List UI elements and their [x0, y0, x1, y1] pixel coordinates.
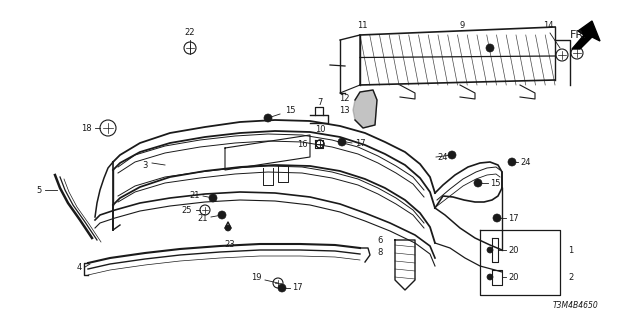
Text: 21: 21 [189, 190, 200, 199]
Circle shape [508, 158, 516, 166]
Text: 9: 9 [460, 21, 465, 30]
Circle shape [264, 114, 272, 122]
Polygon shape [353, 90, 377, 128]
Circle shape [474, 179, 482, 187]
Text: 19: 19 [252, 274, 262, 283]
Text: 5: 5 [36, 186, 42, 195]
Polygon shape [572, 21, 600, 49]
Circle shape [487, 247, 493, 253]
Circle shape [487, 274, 493, 280]
Text: 24: 24 [437, 153, 447, 162]
Text: 17: 17 [292, 284, 303, 292]
Text: 15: 15 [285, 106, 296, 115]
Text: 21: 21 [198, 213, 208, 222]
Text: 11: 11 [356, 21, 367, 30]
Text: 17: 17 [508, 213, 518, 222]
Circle shape [209, 194, 217, 202]
Text: 3: 3 [143, 161, 148, 170]
Text: 4: 4 [77, 263, 82, 273]
Circle shape [493, 214, 501, 222]
Circle shape [486, 44, 494, 52]
Text: 13: 13 [339, 106, 350, 115]
Text: 14: 14 [543, 21, 553, 30]
Circle shape [218, 211, 226, 219]
Text: 2: 2 [568, 273, 573, 282]
Text: 6: 6 [378, 236, 383, 244]
Circle shape [278, 284, 286, 292]
Text: 20: 20 [508, 273, 518, 282]
Text: 25: 25 [182, 205, 192, 214]
Text: 17: 17 [355, 139, 365, 148]
Text: 7: 7 [317, 98, 323, 107]
Text: 1: 1 [568, 245, 573, 254]
Text: FR.: FR. [570, 30, 588, 40]
Text: 22: 22 [185, 28, 195, 37]
Text: 23: 23 [225, 240, 236, 249]
Text: 10: 10 [315, 125, 325, 134]
Text: 24: 24 [520, 157, 531, 166]
Text: 15: 15 [490, 179, 500, 188]
Text: 20: 20 [508, 245, 518, 254]
Text: 16: 16 [298, 140, 308, 148]
Text: 18: 18 [81, 124, 92, 132]
Circle shape [338, 138, 346, 146]
Text: 12: 12 [339, 93, 350, 102]
Text: 8: 8 [378, 247, 383, 257]
Circle shape [225, 225, 231, 231]
Text: T3M4B4650: T3M4B4650 [552, 301, 598, 310]
Circle shape [448, 151, 456, 159]
